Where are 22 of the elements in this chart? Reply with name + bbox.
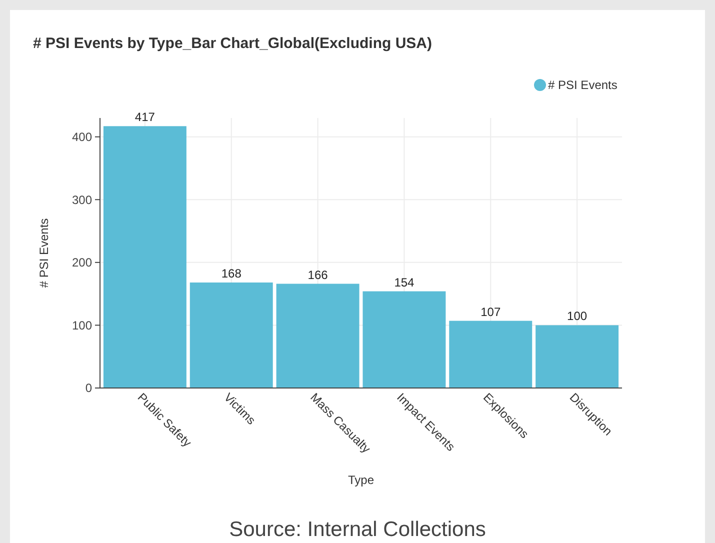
bar (276, 284, 360, 388)
legend-label: # PSI Events (548, 78, 618, 92)
bar (536, 325, 619, 388)
y-axis-title: # PSI Events (37, 218, 51, 288)
bar (103, 126, 186, 388)
bar (362, 291, 446, 388)
y-tick-label: 300 (72, 192, 92, 207)
y-tick-label: 100 (72, 318, 92, 332)
data-label: 107 (480, 304, 501, 319)
data-label: 168 (221, 266, 242, 281)
data-label: 166 (308, 268, 328, 282)
bar (190, 282, 273, 388)
x-axis-title: Type (348, 473, 374, 487)
data-label: 154 (394, 275, 415, 290)
source-note: Source: Internal Collections (229, 518, 486, 541)
y-tick-label: 200 (72, 256, 92, 270)
data-label: 100 (567, 309, 588, 324)
data-label: 417 (134, 110, 156, 124)
bar (449, 320, 532, 388)
y-tick-label: 400 (72, 130, 92, 144)
y-tick-label: 0 (85, 381, 92, 396)
chart-title: # PSI Events by Type_Bar Chart_Global(Excluding USA) (33, 35, 432, 52)
